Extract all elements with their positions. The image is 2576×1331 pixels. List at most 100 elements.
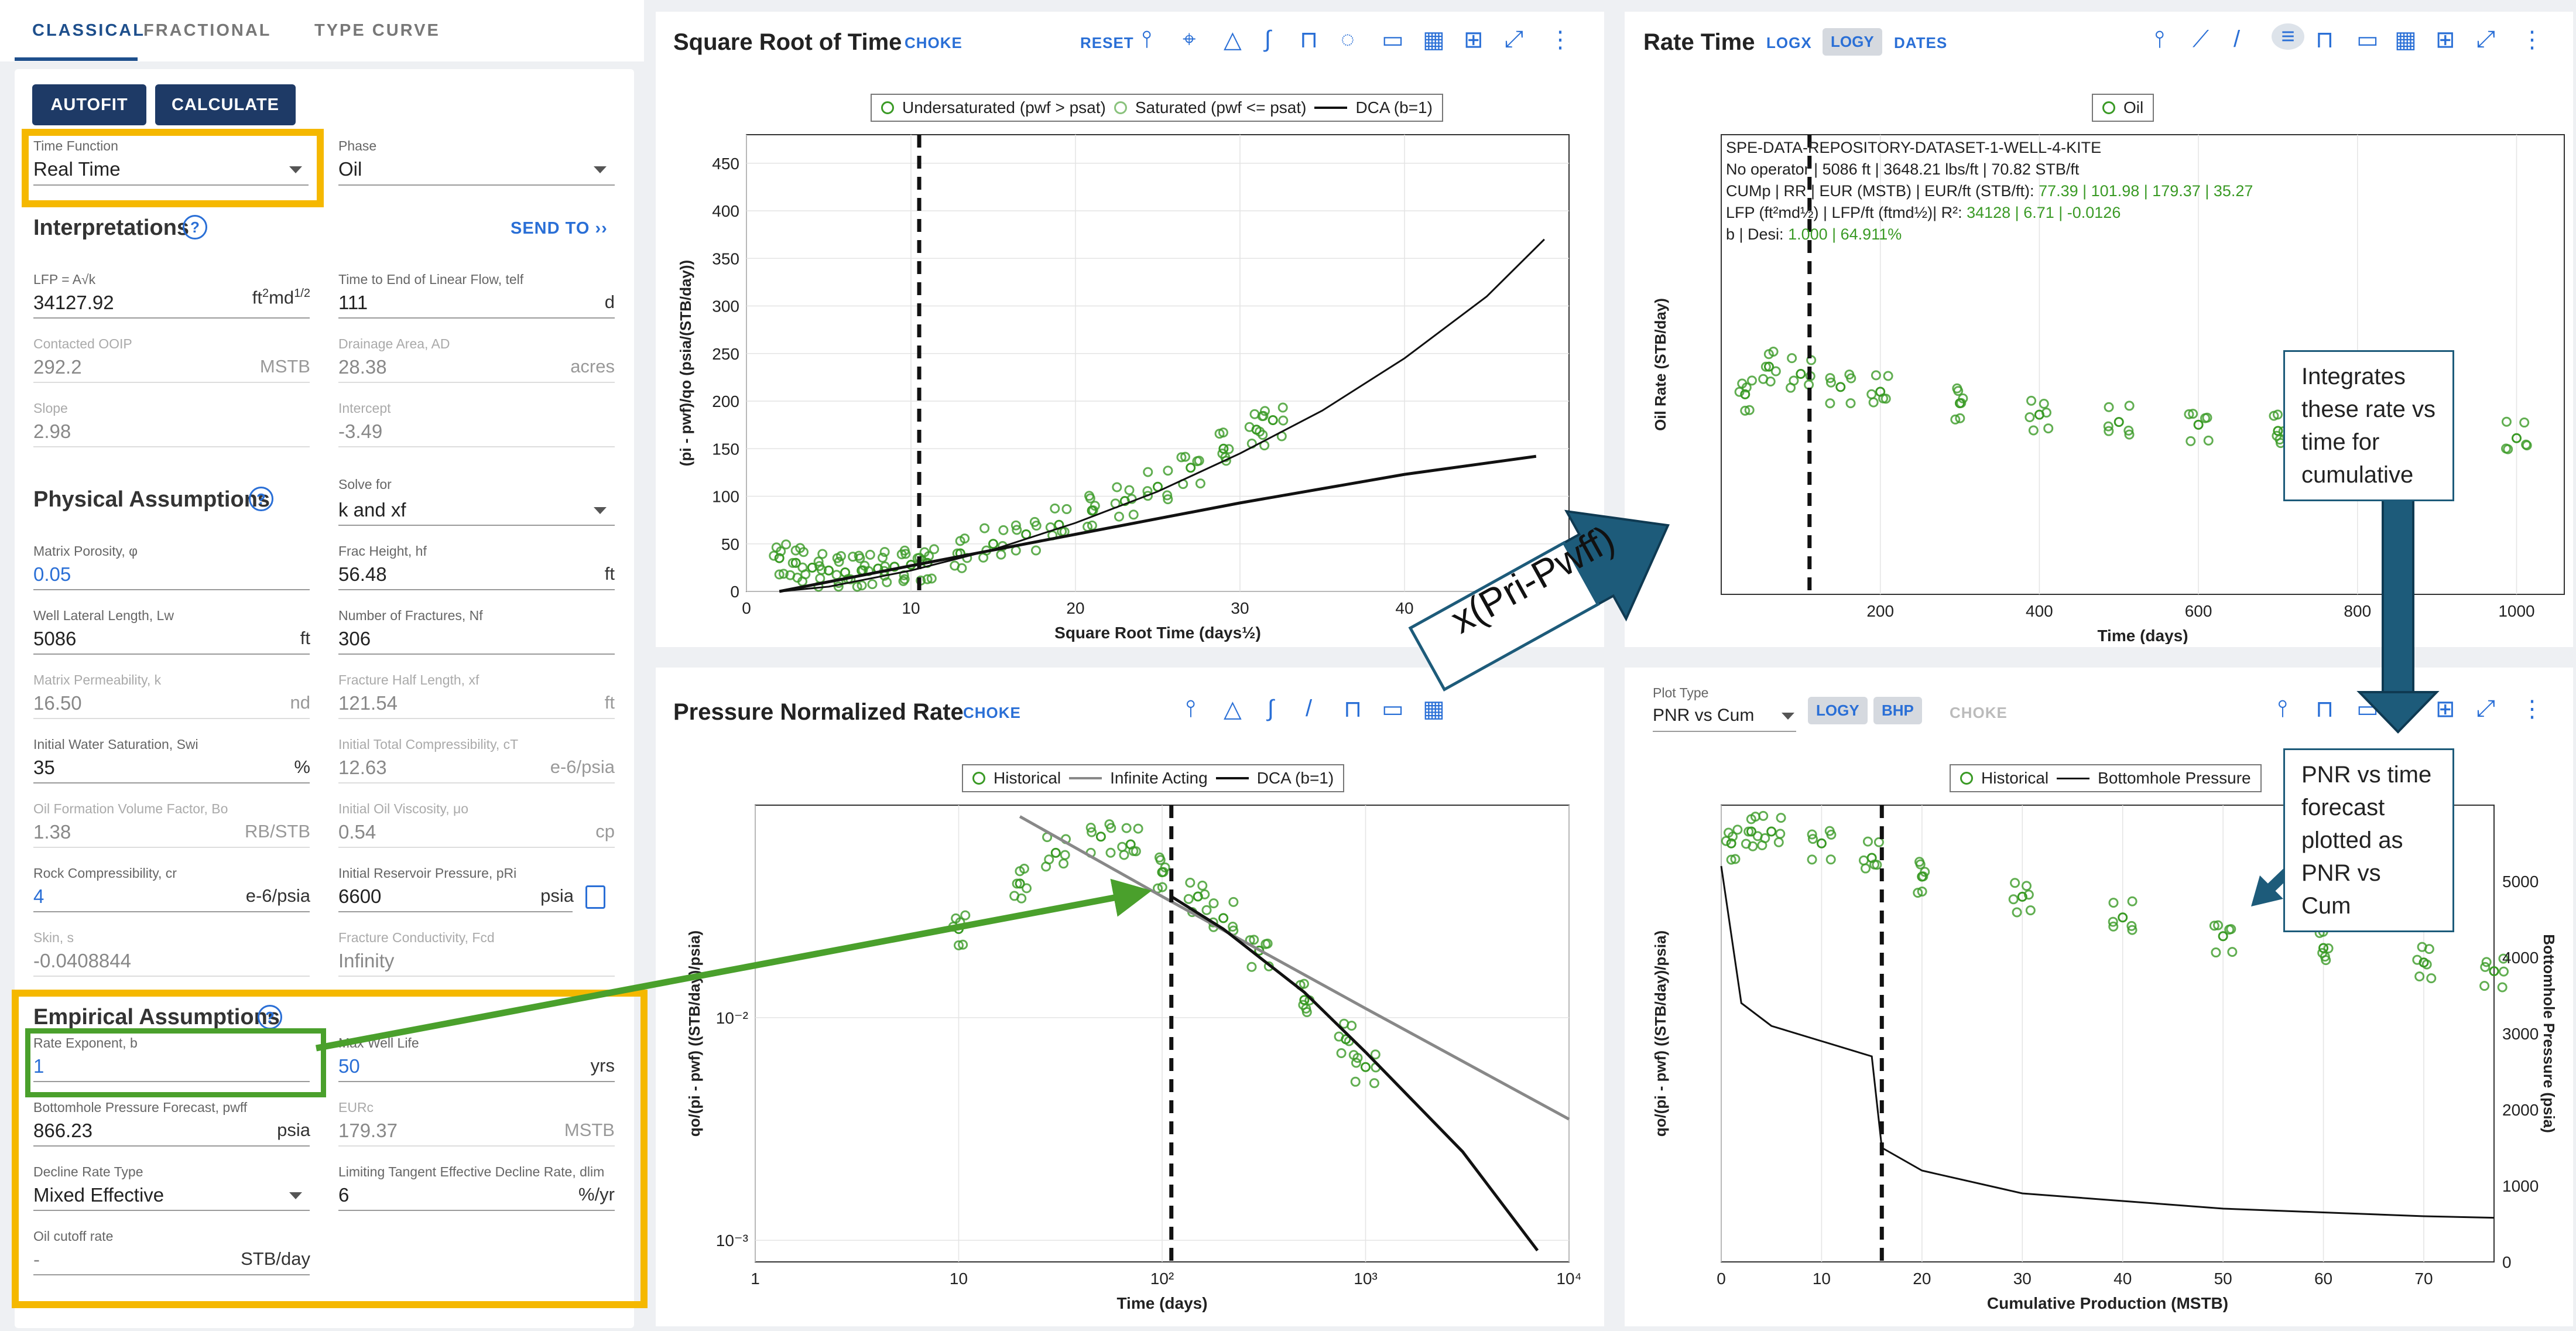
lasso-icon[interactable]: ◌ [1341,26,1355,52]
water-saturation-field[interactable]: 35 [33,757,55,778]
zoom-icon[interactable]: ⊞ [1464,27,1484,53]
calculator-icon[interactable] [585,885,605,909]
chevron-down-icon[interactable] [594,507,607,514]
phase-select[interactable]: Oil [338,158,362,180]
bhp-toggle[interactable]: BHP [1873,697,1922,724]
data-point [2124,429,2135,440]
table-icon[interactable]: ▦ [1423,27,1445,53]
reset-button[interactable]: RESET [1080,34,1134,52]
sqrt-time-chart[interactable]: 0 10 20 30 40050100150200250300350400450Squa… [667,117,1598,644]
lateral-length-field[interactable]: 5086 [33,628,77,649]
zoom-icon[interactable]: ⊞ [2435,696,2455,722]
help-icon[interactable]: ? [183,215,207,239]
autofit-button[interactable]: AUTOFIT [32,84,146,125]
chevron-down-icon[interactable] [594,166,607,173]
lfp-field[interactable]: 34127.92 [33,292,114,313]
tab-type-curve[interactable]: TYPE CURVE [314,21,440,40]
tab-fractional[interactable]: FRACTIONAL [143,21,272,40]
marker-tool-icon[interactable]: ⫯ [2277,696,2288,721]
data-point [1734,386,1745,397]
data-point [1796,369,1806,379]
integral-icon[interactable]: ∫ [1265,26,1271,52]
logy-toggle[interactable]: LOGY [1823,28,1882,56]
lock-icon[interactable]: ⊓ [1344,696,1362,722]
table-icon[interactable]: ▦ [2395,27,2417,53]
lfp-label: LFP = A√k [33,272,96,287]
lock-icon[interactable]: ⊓ [2315,27,2334,53]
triangle-icon[interactable]: △ [1224,696,1242,722]
decline-type-select[interactable]: Mixed Effective [33,1184,165,1206]
chevron-down-icon[interactable] [289,166,302,173]
choke-toggle[interactable]: CHOKE [905,34,962,52]
data-point [2213,920,2224,930]
line-icon[interactable]: / [1306,696,1313,721]
data-point [1872,860,1882,870]
x-tick-label: 40 [2113,1270,2132,1288]
data-point [1737,378,1748,389]
num-fractures-field[interactable]: 306 [338,628,371,649]
fullscreen-icon[interactable]: ⤢ [1505,26,1523,52]
select-tool-icon[interactable]: ⌖ [1183,26,1196,52]
data-point [1743,826,1754,837]
data-point [998,525,1009,535]
logx-toggle[interactable]: LOGX [1766,34,1812,52]
rock-compressibility-field[interactable]: 4 [33,885,44,907]
bhp-forecast-field[interactable]: 866.23 [33,1120,93,1141]
y2-tick-label: 0 [2502,1253,2512,1271]
send-to-button[interactable]: SEND TO ›› [511,219,608,238]
more-icon[interactable]: ⋮ [1549,27,1572,53]
table-icon[interactable]: ▦ [1423,696,1445,722]
active-tab-indicator [15,57,138,61]
data-point [896,549,907,560]
info-icon[interactable]: ≡ [2272,23,2304,50]
comment-icon[interactable]: ▭ [2356,696,2379,722]
tangent-icon[interactable]: ⟋ [2193,26,2209,52]
series-line [1170,895,1539,1252]
help-icon[interactable]: ? [249,487,273,511]
fullscreen-icon[interactable]: ⤢ [2476,26,2495,52]
tab-classical[interactable]: CLASSICAL [32,21,145,40]
plot-type-select[interactable]: PNR vs Cum [1653,706,1755,725]
marker-tool-icon[interactable]: ⫯ [2154,26,2165,52]
more-icon[interactable]: ⋮ [2520,27,2544,53]
cutoff-field[interactable]: - [33,1248,40,1270]
line-icon[interactable]: / [2234,26,2241,52]
data-point [1258,430,1268,440]
marker-tool-icon[interactable]: ⫯ [1142,26,1152,52]
choke-toggle[interactable]: CHOKE [963,704,1021,721]
porosity-field[interactable]: 0.05 [33,563,71,585]
dlim-field[interactable]: 6 [338,1184,350,1206]
logy-toggle[interactable]: LOGY [1808,697,1868,724]
well-life-field[interactable]: 50 [338,1055,360,1077]
calculate-button[interactable]: CALCULATE [155,84,296,125]
comment-icon[interactable]: ▭ [1382,27,1404,53]
lock-icon[interactable]: ⊓ [1300,27,1318,53]
telf-field[interactable]: 111 [338,292,368,313]
rate-exponent-field[interactable]: 1 [33,1055,44,1077]
comment-icon[interactable]: ▭ [1382,696,1404,722]
data-point [1143,467,1153,477]
triangle-icon[interactable]: △ [1224,27,1242,53]
dates-toggle[interactable]: DATES [1894,34,1948,52]
data-point [1143,491,1153,501]
chevron-down-icon[interactable] [1782,713,1794,720]
rate-time-chart[interactable]: 200 400 600 800 1000 Time (days) Oil Rate (STB… [1633,117,2570,644]
data-point [1748,841,1758,851]
more-icon[interactable]: ⋮ [2520,696,2544,722]
reservoir-pressure-field[interactable]: 6600 [338,885,382,907]
pnr-chart[interactable]: 1 10 10² 10³ 10⁴ 10⁻³ 10⁻² Time (days) qo/(pi - … [667,788,1598,1323]
lock-icon[interactable]: ⊓ [2315,696,2334,722]
frac-height-field[interactable]: 56.48 [338,563,387,585]
telf-label: Time to End of Linear Flow, telf [338,272,524,287]
data-point [787,557,798,568]
marker-tool-icon[interactable]: ⫯ [1186,696,1196,721]
choke-toggle[interactable]: CHOKE [1950,704,2008,721]
integral-icon[interactable]: ∫ [1268,696,1274,721]
time-function-select[interactable]: Real Time [33,158,121,180]
comment-icon[interactable]: ▭ [2356,27,2379,53]
chevron-down-icon[interactable] [289,1192,302,1199]
fullscreen-icon[interactable]: ⤢ [2476,696,2495,721]
data-point [2193,419,2204,430]
zoom-icon[interactable]: ⊞ [2435,27,2455,53]
solve-for-select[interactable]: k and xf [338,499,406,521]
